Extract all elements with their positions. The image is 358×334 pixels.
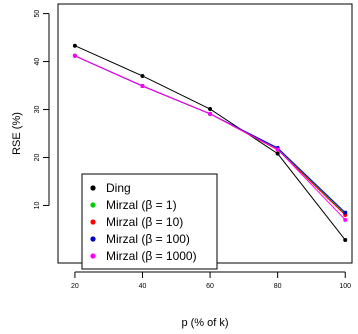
data-point	[275, 147, 280, 152]
legend-marker	[90, 236, 96, 242]
legend-label: Mirzal (β = 1)	[106, 198, 177, 212]
legend-box	[81, 173, 218, 270]
x-tick-label: 20	[71, 283, 79, 290]
legend-label: Mirzal (β = 1000)	[106, 249, 197, 263]
y-tick-label: 30	[34, 106, 41, 114]
legend-label: Ding	[106, 181, 131, 195]
legend-marker	[90, 253, 96, 259]
x-tick-label: 80	[274, 283, 282, 290]
x-tick-label: 100	[339, 283, 351, 290]
x-tick-label: 60	[206, 283, 214, 290]
legend: Ding Mirzal (β = 1) Mirzal (β = 10) Mirzal …	[81, 173, 218, 270]
data-point	[343, 217, 348, 222]
series-4	[72, 53, 348, 222]
data-point	[343, 210, 348, 215]
y-axis: 10 20 30 40 50	[34, 10, 50, 209]
data-point	[208, 111, 213, 116]
legend-label: Mirzal (β = 100)	[106, 232, 190, 246]
data-point	[72, 53, 77, 58]
x-axis: 20 40 60 80 100	[71, 271, 351, 290]
y-tick-label: 50	[34, 10, 41, 18]
y-axis-title: RSE (%)	[11, 112, 23, 155]
data-point	[343, 237, 348, 242]
legend-marker	[90, 202, 96, 208]
y-tick-label: 10	[34, 201, 41, 209]
y-tick-label: 40	[34, 58, 41, 66]
data-point	[208, 107, 213, 112]
data-point	[140, 73, 145, 78]
x-tick-label: 40	[139, 283, 147, 290]
data-point	[275, 151, 280, 156]
series-layer	[72, 43, 348, 242]
legend-marker	[90, 185, 96, 191]
y-tick-label: 20	[34, 153, 41, 161]
legend-marker	[90, 219, 96, 225]
series-0	[72, 43, 348, 242]
legend-label: Mirzal (β = 10)	[106, 215, 183, 229]
x-axis-title: p (% of k)	[181, 317, 228, 329]
data-point	[140, 84, 145, 89]
data-point	[72, 43, 77, 48]
